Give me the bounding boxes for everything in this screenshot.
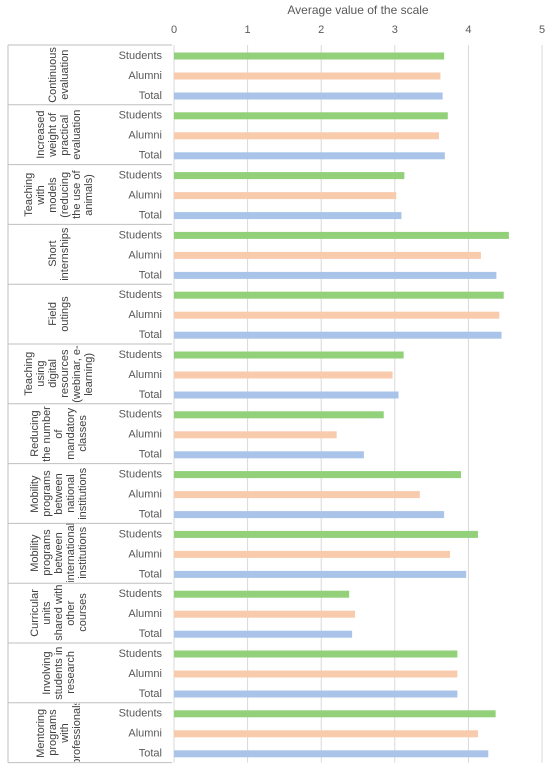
group-label: Teaching using digital resources (webina… [23,345,95,403]
bar [174,670,458,678]
group-label: Mobility programs between international … [29,524,89,583]
category-label: Students [119,110,163,122]
bar [174,431,337,439]
category-label: Alumni [128,249,162,261]
category-label: Students [119,170,163,182]
category-label: Alumni [128,190,162,202]
bar [174,291,504,299]
category-label: Students [119,229,163,241]
group-label: Reducing the number of mandatory classes [29,405,89,462]
bar [174,590,350,598]
bar [174,690,458,698]
bar [174,52,445,60]
group-label: Continuous evaluation [47,47,71,103]
category-label: Total [139,509,162,521]
bar [174,231,509,239]
bar [174,172,405,180]
bar [174,192,397,200]
bar [174,391,399,399]
category-label: Total [139,90,162,102]
category-label: Total [139,688,162,700]
category-label: Alumni [128,309,162,321]
category-label: Students [119,708,163,720]
bar [174,650,458,658]
bar [174,331,502,339]
bar [174,610,356,618]
category-label: Alumni [128,668,162,680]
group-label: Curricular units shared with other cours… [29,584,89,642]
group-label: Increased weight of practical evaluation [35,109,83,160]
x-tick-label: 3 [392,24,398,36]
bar [174,750,489,758]
category-label: Alumni [128,728,162,740]
bar [174,511,445,519]
category-label: Alumni [128,489,162,501]
group-label: Short internships [47,227,71,281]
bar [174,570,467,578]
category-label: Alumni [128,70,162,82]
category-label: Students [119,349,163,361]
category-label: Students [119,409,163,421]
category-label: Total [139,150,162,162]
bar [174,411,384,419]
category-label: Students [119,528,163,540]
category-label: Total [139,628,162,640]
bar [174,730,478,738]
category-label: Total [139,748,162,760]
bar [174,491,420,499]
bar [174,471,462,479]
bar [174,351,404,359]
bar [174,132,439,140]
category-label: Alumni [128,429,162,441]
category-label: Students [119,469,163,481]
bar [174,271,497,279]
bar [174,112,448,120]
category-label: Total [139,210,162,222]
category-label: Students [119,588,163,600]
x-tick-label: 5 [539,24,545,36]
bar [174,92,443,100]
group-label: Field outings [47,296,71,332]
bar [174,251,481,259]
category-label: Total [139,568,162,580]
bar [174,72,441,80]
bar [174,710,496,718]
x-tick-label: 4 [465,24,471,36]
category-label: Students [119,289,163,301]
group-label: Involving students in research [41,646,77,700]
category-label: Alumni [128,608,162,620]
x-tick-label: 1 [245,24,251,36]
group-label: Mentoring programs with professionals [35,703,83,762]
bar [174,212,402,220]
category-label: Total [139,269,162,281]
group-label: Teaching with models (reducing the use o… [23,170,95,219]
bar [174,371,393,379]
category-label: Total [139,329,162,341]
group-label: Mobility programs between national insti… [29,467,89,520]
bar [174,451,364,459]
x-tick-label: 0 [171,24,177,36]
category-label: Total [139,449,162,461]
bar [174,152,445,160]
bar [174,630,353,638]
bar [174,311,500,319]
x-tick-label: 2 [318,24,324,36]
category-label: Alumni [128,130,162,142]
bar [174,550,450,558]
bar [174,530,478,538]
category-label: Alumni [128,369,162,381]
category-label: Alumni [128,548,162,560]
axis-title: Average value of the scale [287,3,429,17]
category-label: Students [119,648,163,660]
category-label: Students [119,50,163,62]
category-label: Total [139,389,162,401]
